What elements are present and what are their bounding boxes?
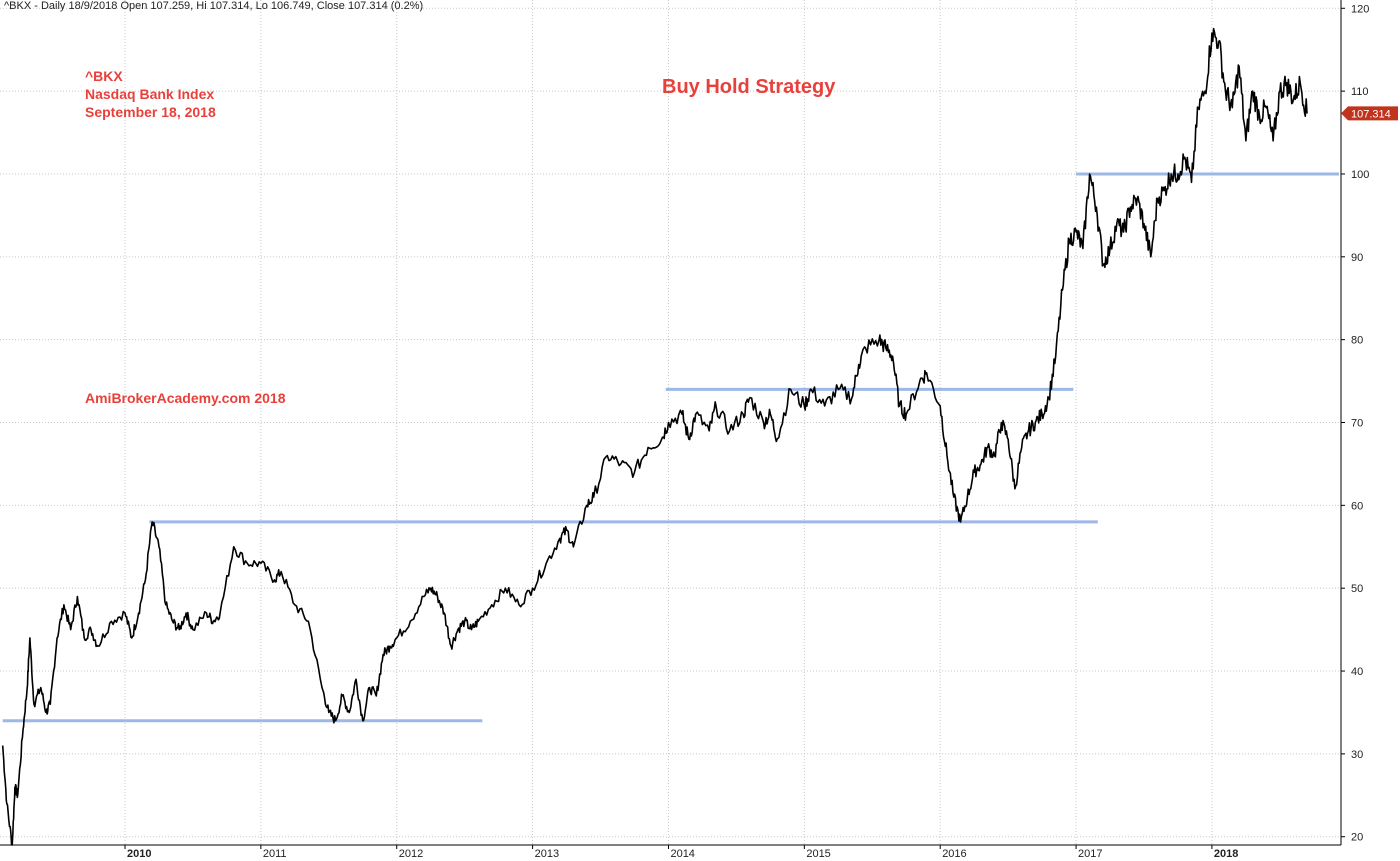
chart-title: Buy Hold Strategy — [662, 76, 836, 98]
x-tick-label: 2011 — [263, 848, 287, 860]
x-tick-label: 2016 — [942, 848, 966, 860]
support-lines — [2, 172, 1339, 723]
y-tick-label: 20 — [1351, 832, 1363, 844]
y-tick-label: 90 — [1351, 252, 1363, 264]
last-price-badge — [1341, 106, 1398, 121]
y-tick-label: 80 — [1351, 335, 1363, 347]
last-price-label: 107.314 — [1351, 108, 1391, 120]
y-tick-label: 110 — [1351, 86, 1369, 98]
tick-labels: 20 30 40 50 60 70 80 90 100 110 120 2010 2011 2012 201… — [127, 3, 1369, 860]
x-tick-label: 2014 — [670, 848, 694, 860]
x-tick-label: 2010 — [127, 848, 151, 860]
index-name-label: Nasdaq Bank Index — [85, 86, 215, 102]
y-tick-label: 50 — [1351, 583, 1363, 595]
symbol-label: ^BKX — [85, 68, 123, 84]
x-tick-label: 2015 — [806, 848, 830, 860]
y-tick-label: 100 — [1351, 169, 1369, 181]
price-line — [1, 27, 1308, 846]
y-tick-label: 40 — [1351, 666, 1363, 678]
y-tick-label: 70 — [1351, 418, 1363, 430]
site-label: AmiBrokerAcademy.com 2018 — [85, 390, 286, 406]
x-tick-label: 2012 — [399, 848, 423, 860]
y-tick-label: 120 — [1351, 3, 1369, 15]
price-series — [1, 27, 1308, 846]
axes — [0, 0, 1345, 849]
date-label: September 18, 2018 — [85, 104, 216, 120]
last-price-marker: 107.314 — [1341, 106, 1398, 121]
y-tick-label: 30 — [1351, 749, 1363, 761]
y-tick-label: 60 — [1351, 500, 1363, 512]
x-tick-label: 2018 — [1214, 848, 1238, 860]
x-tick-label: 2017 — [1078, 848, 1102, 860]
x-tick-label: 2013 — [535, 848, 559, 860]
chart-header: ^BKX - Daily 18/9/2018 Open 107.259, Hi … — [4, 0, 424, 12]
